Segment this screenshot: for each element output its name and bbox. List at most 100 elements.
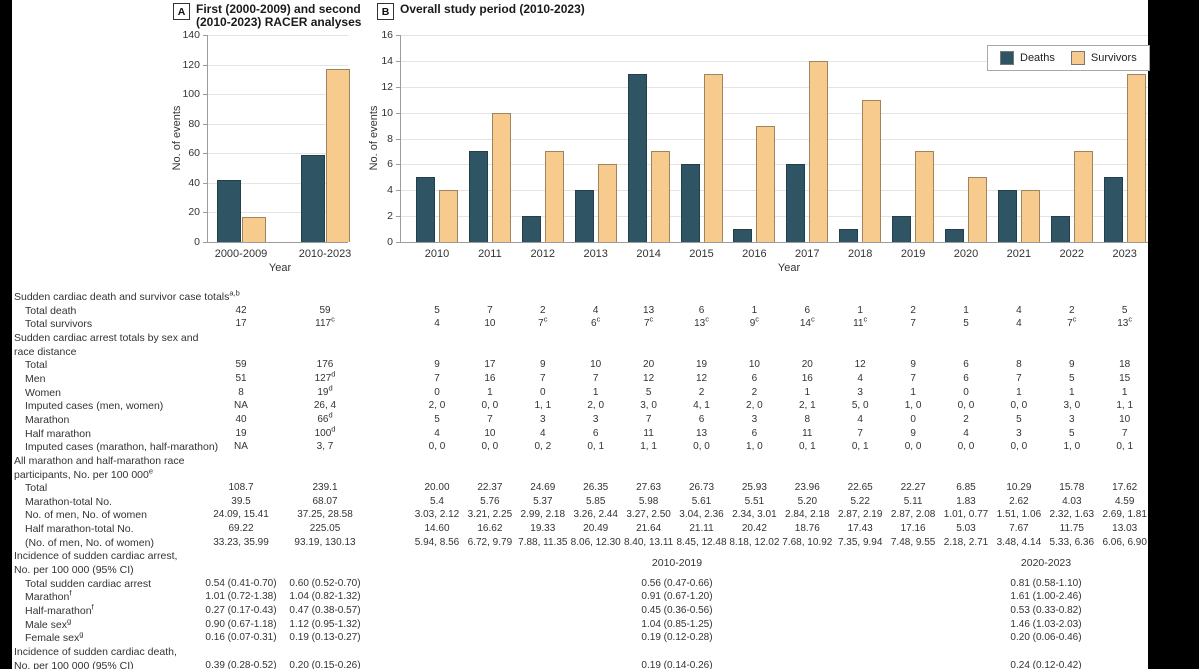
- table-cell: 0, 0: [481, 441, 499, 453]
- y-tick-label: 80: [188, 117, 200, 130]
- table-cell: 4: [857, 372, 863, 384]
- table-cell: NA: [234, 441, 248, 453]
- table-cell: 7: [540, 372, 546, 384]
- survivors-bar-2010: [439, 190, 458, 243]
- table-cell: 2.34, 3.01: [732, 509, 777, 521]
- y-tick-label: 10: [381, 106, 393, 119]
- y-tick: [396, 138, 400, 140]
- table-cell: 4: [434, 318, 440, 330]
- y-tick: [396, 35, 400, 36]
- y-tick-label: 20: [188, 206, 200, 219]
- table-cell: 7: [487, 413, 493, 425]
- table-cell: 5.61: [691, 495, 712, 507]
- table-cell: 17.43: [847, 523, 873, 534]
- table-cell: 3, 7: [316, 441, 334, 453]
- deaths-bar-2010-2023: [300, 154, 325, 242]
- table-cell: 19: [235, 427, 247, 439]
- table-cell: 2: [910, 304, 916, 316]
- table-cell: 0.27 (0.17-0.43): [205, 605, 277, 616]
- survivors-bar-2011: [491, 112, 511, 242]
- table-cell: 6: [698, 304, 705, 316]
- table-cell: 4: [963, 427, 969, 439]
- table-cell: 1.12 (0.95-1.32): [289, 618, 361, 630]
- table-cell: 0: [434, 386, 440, 398]
- table-cell: 0: [540, 386, 546, 398]
- table-cell: 6.06, 6.90: [1102, 536, 1147, 548]
- survivors-swatch-icon: [1070, 51, 1085, 65]
- table-cell: 37.25, 28.58: [297, 509, 353, 521]
- table-cell: 5: [434, 413, 440, 425]
- table-cell: 1: [1016, 386, 1022, 398]
- table-cell: 17.16: [900, 523, 926, 534]
- gridline: [208, 212, 348, 214]
- table-cell: 0, 0: [1010, 441, 1028, 453]
- table-cell: 5: [963, 318, 969, 330]
- table-cell: 100d: [314, 424, 336, 439]
- table-cell: 6.72, 9.79: [467, 536, 513, 548]
- y-tick-label: 120: [182, 58, 200, 71]
- table-cell: 13: [643, 304, 655, 316]
- table-cell: 4: [1016, 304, 1022, 316]
- table-cell: 0, 1: [798, 441, 816, 453]
- table-cell: 0.47 (0.38-0.57): [289, 605, 361, 616]
- table-cell: 3.26, 2.44: [573, 509, 618, 521]
- table-cell: 18: [1119, 359, 1131, 371]
- table-cell: 2.18, 2.71: [943, 536, 989, 548]
- y-tick: [203, 123, 207, 125]
- table-cell: 3: [1016, 427, 1022, 439]
- table-cell: 1.04 (0.82-1.32): [289, 591, 361, 603]
- table-cell: 7: [487, 304, 493, 316]
- table-cell: 8: [1016, 359, 1022, 371]
- table-cell: 8.40, 13.11: [623, 536, 674, 548]
- table-cell: 7: [592, 372, 599, 384]
- period-header: 2020-2023: [1020, 557, 1072, 570]
- gridline: [401, 112, 1148, 114]
- table-cell: 1: [963, 304, 969, 316]
- table-cell: 10: [1119, 413, 1131, 425]
- y-tick: [396, 164, 400, 166]
- table-cell: 3.04, 2.36: [679, 509, 724, 521]
- table-cell: 16: [484, 372, 496, 384]
- table-cell: 117c: [315, 314, 335, 330]
- table-cell: 3: [857, 386, 863, 398]
- table-cell: 3: [540, 413, 546, 425]
- table-cell: 0, 1: [851, 441, 869, 453]
- table-cell: 1, 0: [1063, 441, 1081, 453]
- survivors-bar-2016: [756, 125, 776, 242]
- period-header: 2010-2019: [651, 557, 703, 570]
- table-cell: 0.19 (0.14-0.26): [641, 659, 713, 669]
- table-cell: 1: [1121, 386, 1128, 398]
- row-label: Half-marathonf: [25, 602, 94, 617]
- y-tick-label: 60: [188, 147, 200, 160]
- row-label: Total death: [25, 304, 77, 317]
- survivors-bar-2017: [809, 60, 829, 242]
- table-cell: 108.7: [228, 482, 254, 494]
- y-tick-label: 100: [182, 88, 200, 101]
- y-tick: [396, 86, 400, 88]
- x-tick-label: 2022: [1059, 248, 1085, 260]
- table-cell: 7.35, 9.94: [837, 536, 883, 548]
- table-cell: 9: [910, 359, 916, 371]
- deaths-swatch-icon: [1000, 51, 1014, 65]
- x-tick-label: 2023: [1112, 248, 1137, 260]
- table-cell: 12: [643, 372, 655, 384]
- deaths-bar-2013: [574, 190, 594, 243]
- table-cell: 14c: [799, 314, 815, 330]
- deaths-bar-2019: [892, 216, 912, 242]
- table-cell: 0.56 (0.47-0.66): [641, 577, 713, 589]
- survivors-bar-2023: [1126, 73, 1146, 242]
- table-cell: 9: [540, 359, 546, 371]
- table-cell: 5.85: [585, 495, 606, 507]
- table-cell: 2.99, 2.18: [520, 509, 566, 521]
- y-tick: [396, 190, 400, 192]
- table-cell: 3, 0: [640, 400, 657, 412]
- table-cell: 5.37: [533, 495, 553, 507]
- table-cell: 59: [235, 359, 247, 371]
- table-cell: 20: [801, 359, 813, 371]
- table-cell: 3: [751, 413, 758, 425]
- section-header: Incidence of sudden cardiac death,: [14, 645, 177, 658]
- section-header: Incidence of sudden cardiac arrest,: [14, 550, 178, 563]
- x-tick-label: 2019: [900, 248, 926, 260]
- table-cell: 0.39 (0.28-0.52): [205, 659, 277, 669]
- table-cell: 8: [238, 386, 244, 398]
